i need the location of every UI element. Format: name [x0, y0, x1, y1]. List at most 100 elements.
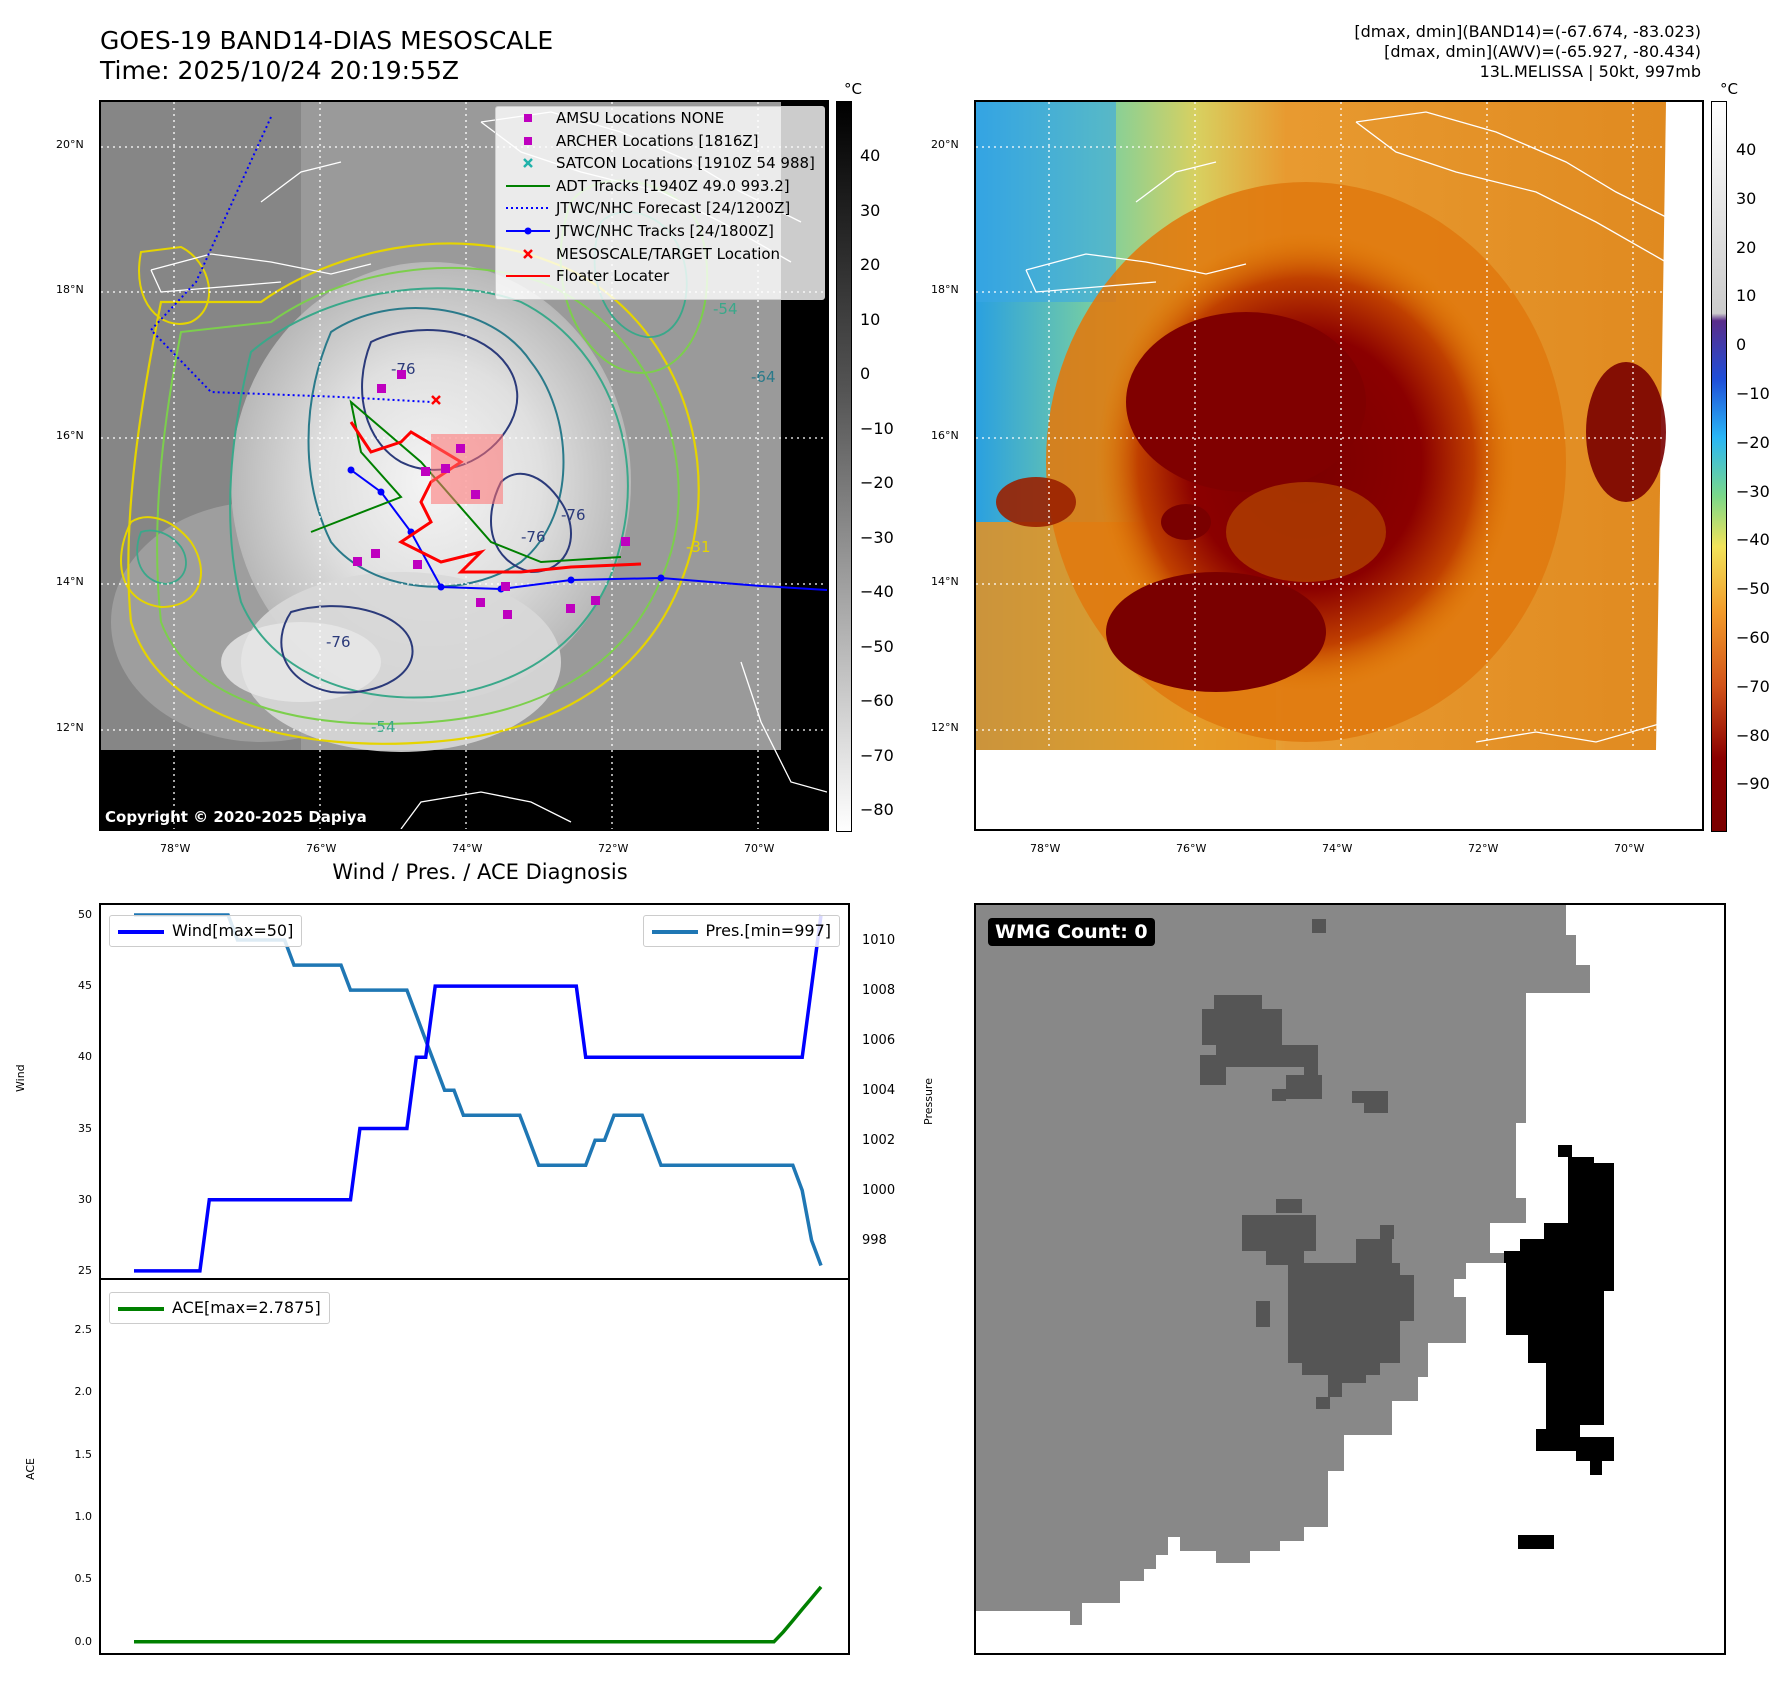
color-colorbar-unit: °C	[1720, 80, 1738, 98]
color-colorbar-tick: −30	[1736, 481, 1770, 501]
dotted-line-icon	[506, 207, 550, 210]
legend-forecast-label: JTWC/NHC Forecast [24/1200Z]	[556, 199, 791, 218]
forecast-track	[149, 116, 432, 403]
lat-label: 12°N	[931, 721, 959, 734]
wmg-grid	[976, 905, 1724, 1653]
lon-label: 76°W	[306, 842, 337, 855]
pressure-tick: 1000	[862, 1183, 896, 1199]
color-colorbar-tick: −70	[1736, 676, 1770, 696]
wind-legend: Wind[max=50]	[109, 915, 303, 947]
color-colorbar-tick: −20	[1736, 432, 1770, 452]
legend-amsu: AMSU Locations NONE	[496, 107, 824, 130]
info-awv: [dmax, dmin](AWV)=(-65.927, -80.434)	[1384, 42, 1701, 61]
gray-colorbar-tick: −30	[860, 527, 894, 547]
gray-colorbar	[836, 101, 852, 832]
wind-tick: 45	[78, 979, 92, 993]
ace-legend: ACE[max=2.7875]	[109, 1292, 330, 1324]
color-colorbar-tick: 40	[1736, 140, 1757, 159]
ace-panel: ACE[max=2.7875]	[99, 1278, 850, 1655]
lat-label: 20°N	[56, 138, 84, 151]
wind-tick: 40	[78, 1050, 92, 1064]
legend-forecast: JTWC/NHC Forecast [24/1200Z]	[496, 197, 824, 220]
lon-label: 72°W	[1468, 842, 1499, 855]
color-colorbar-tick: −80	[1736, 725, 1770, 745]
pressure-legend: Pres.[min=997]	[642, 915, 840, 947]
wmg-black-region	[1504, 1145, 1614, 1451]
ace-legend-swatch	[118, 1307, 164, 1311]
pressure-legend-swatch	[651, 930, 698, 934]
line-dot-icon	[506, 227, 550, 235]
gray-colorbar-tick: −70	[860, 745, 894, 765]
legend-archer: ARCHER Locations [1816Z]	[496, 130, 824, 153]
pressure-axis-label: Pressure	[922, 1078, 935, 1125]
legend-archer-label: ARCHER Locations [1816Z]	[556, 131, 759, 150]
wind-tick: 25	[78, 1263, 92, 1277]
lon-label: 72°W	[598, 842, 629, 855]
color-colorbar-tick: 30	[1736, 188, 1757, 208]
ace-legend-label: ACE[max=2.7875]	[172, 1298, 321, 1317]
square-marker-icon	[524, 136, 532, 145]
wind-pres-panel: Wind[max=50] Pres.[min=997]	[99, 903, 850, 1280]
gray-colorbar-tick: −60	[860, 691, 894, 710]
contour-label-6: -64	[751, 368, 776, 386]
color-colorbar-tick: 20	[1736, 237, 1757, 257]
x-marker-icon	[523, 158, 533, 169]
color-colorbar	[1711, 101, 1727, 832]
wmg-dark-regions	[1200, 919, 1414, 1409]
color-colorbar-tick: −60	[1736, 628, 1770, 647]
line-marker-icon	[506, 184, 550, 187]
lat-label: 14°N	[56, 575, 84, 588]
legend-adt: ADT Tracks [1940Z 49.0 993.2]	[496, 175, 824, 198]
ace-tick: 1.5	[74, 1447, 93, 1461]
pressure-tick: 1010	[862, 933, 896, 949]
ace-plot	[134, 1585, 823, 1644]
gray-colorbar-tick: 10	[860, 309, 881, 329]
lat-label: 16°N	[56, 429, 84, 442]
legend-amsu-label: AMSU Locations NONE	[556, 109, 725, 127]
pressure-tick: 1002	[862, 1133, 896, 1149]
contour-label-4: -76	[326, 633, 351, 651]
pressure-tick: 1008	[862, 983, 896, 999]
color-colorbar-tick: −90	[1736, 774, 1770, 794]
diagnosis-title: Wind / Pres. / ACE Diagnosis	[332, 860, 628, 884]
lon-label: 74°W	[452, 842, 483, 855]
ace-axis-label: ACE	[24, 1458, 37, 1480]
wind-pres-plot	[134, 913, 823, 1273]
wind-series-line	[134, 914, 823, 1273]
lon-label: 78°W	[160, 842, 191, 855]
legend-floater: Floater Locater	[496, 265, 824, 288]
ace-tick: 2.5	[74, 1322, 93, 1336]
wmg-panel: WMG Count: 0	[974, 903, 1726, 1655]
ace-tick: 2.0	[74, 1385, 93, 1399]
legend-floater-label: Floater Locater	[556, 267, 670, 286]
gray-colorbar-tick: 20	[860, 255, 881, 274]
lat-label: 20°N	[931, 138, 959, 151]
pressure-tick: 1004	[862, 1083, 896, 1099]
ir-map-panel: -76 -76 -76 -76 -54 -64 -54 -31	[99, 100, 829, 831]
gray-colorbar-unit: °C	[844, 80, 862, 98]
legend-adt-label: ADT Tracks [1940Z 49.0 993.2]	[556, 176, 790, 195]
lon-label: 70°W	[744, 842, 775, 855]
wind-tick: 35	[78, 1121, 92, 1135]
color-map-panel	[974, 100, 1704, 831]
map-legend: AMSU Locations NONE ARCHER Locations [18…	[495, 106, 825, 300]
lat-label: 18°N	[56, 283, 84, 296]
gray-colorbar-tick: −10	[860, 418, 894, 438]
wind-legend-label: Wind[max=50]	[172, 921, 294, 940]
gray-colorbar-tick: −80	[860, 800, 894, 819]
contour-label-8: -31	[686, 538, 711, 556]
pressure-tick: 998	[862, 1233, 887, 1249]
color-colorbar-tick: 0	[1736, 335, 1747, 355]
info-band14: [dmax, dmin](BAND14)=(-67.674, -83.023)	[1354, 22, 1701, 41]
target-marker	[431, 395, 441, 405]
contour-label-7: -54	[371, 718, 396, 736]
adt-track	[310, 399, 622, 564]
wind-legend-swatch	[118, 930, 164, 934]
ace-series-line	[134, 1585, 823, 1644]
color-colorbar-tick: −40	[1736, 530, 1770, 550]
floater-locater	[349, 421, 642, 574]
x-marker-icon	[523, 248, 533, 259]
color-colorbar-tick: 10	[1736, 286, 1757, 306]
info-storm: 13L.MELISSA | 50kt, 997mb	[1479, 62, 1701, 81]
color-map-svg	[976, 102, 1702, 829]
